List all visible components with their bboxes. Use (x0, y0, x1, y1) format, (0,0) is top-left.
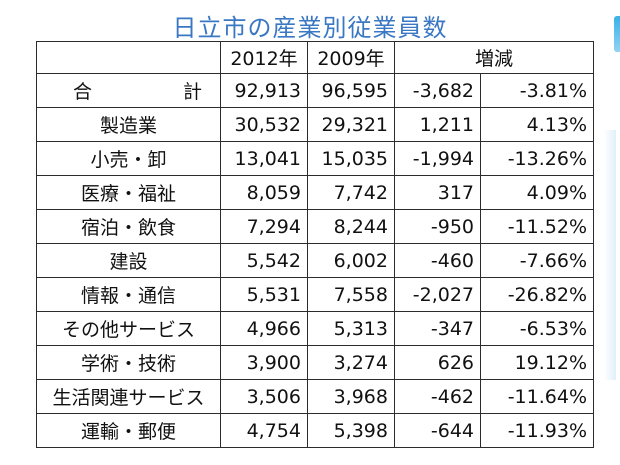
change-percent: -26.82% (479, 277, 595, 312)
change-percent: -7.66% (479, 243, 595, 278)
change-value: -1,994 (394, 141, 481, 176)
decorative-edge-glow (604, 130, 616, 380)
change-value: -644 (394, 413, 481, 448)
value-2012: 5,531 (220, 277, 308, 312)
value-2012: 4,966 (220, 311, 308, 346)
header-2009: 2009年 (307, 41, 395, 74)
value-2012: 30,532 (220, 107, 308, 142)
row-label: その他サービス (36, 311, 221, 346)
row-label: 生活関連サービス (36, 379, 221, 414)
change-value: -3,682 (394, 73, 481, 108)
change-percent: -6.53% (479, 311, 595, 346)
value-2009: 3,968 (307, 379, 395, 414)
table-row: 宿泊・飲食 7,294 8,244 -950 -11.52% (36, 209, 595, 244)
table-row: その他サービス 4,966 5,313 -347 -6.53% (36, 311, 595, 346)
value-2009: 7,558 (307, 277, 395, 312)
row-label: 建設 (36, 243, 221, 278)
value-2009: 6,002 (307, 243, 395, 278)
change-percent: -3.81% (479, 73, 595, 108)
table-row: 運輸・郵便 4,754 5,398 -644 -11.93% (36, 413, 595, 448)
value-2009: 5,313 (307, 311, 395, 346)
change-percent: -11.93% (479, 413, 595, 448)
change-value: -347 (394, 311, 481, 346)
table-row: 小売・卸 13,041 15,035 -1,994 -13.26% (36, 141, 595, 176)
value-2009: 7,742 (307, 175, 395, 210)
table-row: 製造業 30,532 29,321 1,211 4.13% (36, 107, 595, 142)
change-percent: 4.13% (479, 107, 595, 142)
change-value: -462 (394, 379, 481, 414)
header-label (36, 41, 221, 74)
row-label: 宿泊・飲食 (36, 209, 221, 244)
value-2009: 3,274 (307, 345, 395, 380)
table-row: 学術・技術 3,900 3,274 626 19.12% (36, 345, 595, 380)
change-percent: -11.64% (479, 379, 595, 414)
value-2012: 3,506 (220, 379, 308, 414)
change-value: 626 (394, 345, 481, 380)
row-label: 小売・卸 (36, 141, 221, 176)
change-value: 1,211 (394, 107, 481, 142)
table-row: 生活関連サービス 3,506 3,968 -462 -11.64% (36, 379, 595, 414)
table-row: 建設 5,542 6,002 -460 -7.66% (36, 243, 595, 278)
value-2012: 5,542 (220, 243, 308, 278)
row-label: 学術・技術 (36, 345, 221, 380)
value-2009: 8,244 (307, 209, 395, 244)
value-2012: 7,294 (220, 209, 308, 244)
change-value: 317 (394, 175, 481, 210)
row-label: 情報・通信 (36, 277, 221, 312)
value-2012: 3,900 (220, 345, 308, 380)
table-row: 医療・福祉 8,059 7,742 317 4.09% (36, 175, 595, 210)
change-percent: 19.12% (479, 345, 595, 380)
header-change: 増減 (393, 41, 595, 74)
row-label: 製造業 (36, 107, 221, 142)
row-label: 運輸・郵便 (36, 413, 221, 448)
change-percent: -11.52% (479, 209, 595, 244)
value-2012: 4,754 (220, 413, 308, 448)
change-percent: -13.26% (479, 141, 595, 176)
header-2012: 2012年 (220, 41, 308, 74)
slide-title: 日立市の産業別従業員数 (172, 14, 448, 42)
table-body: 合 計92,91396,595-3,682-3.81%製造業30,53229,3… (36, 73, 595, 448)
change-value: -950 (394, 209, 481, 244)
table-row: 情報・通信 5,531 7,558 -2,027 -26.82% (36, 277, 595, 312)
decorative-edge-bar (614, 16, 620, 52)
row-label: 合 計 (36, 73, 221, 108)
value-2009: 5,398 (307, 413, 395, 448)
value-2012: 92,913 (220, 73, 308, 108)
employee-table: 2012年 2009年 増減 合 計92,91396,595-3,682-3.8… (36, 41, 595, 448)
value-2009: 29,321 (307, 107, 395, 142)
value-2009: 15,035 (307, 141, 395, 176)
change-value: -460 (394, 243, 481, 278)
change-value: -2,027 (394, 277, 481, 312)
row-label: 医療・福祉 (36, 175, 221, 210)
value-2012: 8,059 (220, 175, 308, 210)
value-2012: 13,041 (220, 141, 308, 176)
table-header-row: 2012年 2009年 増減 (36, 41, 595, 74)
change-percent: 4.09% (479, 175, 595, 210)
value-2009: 96,595 (307, 73, 395, 108)
